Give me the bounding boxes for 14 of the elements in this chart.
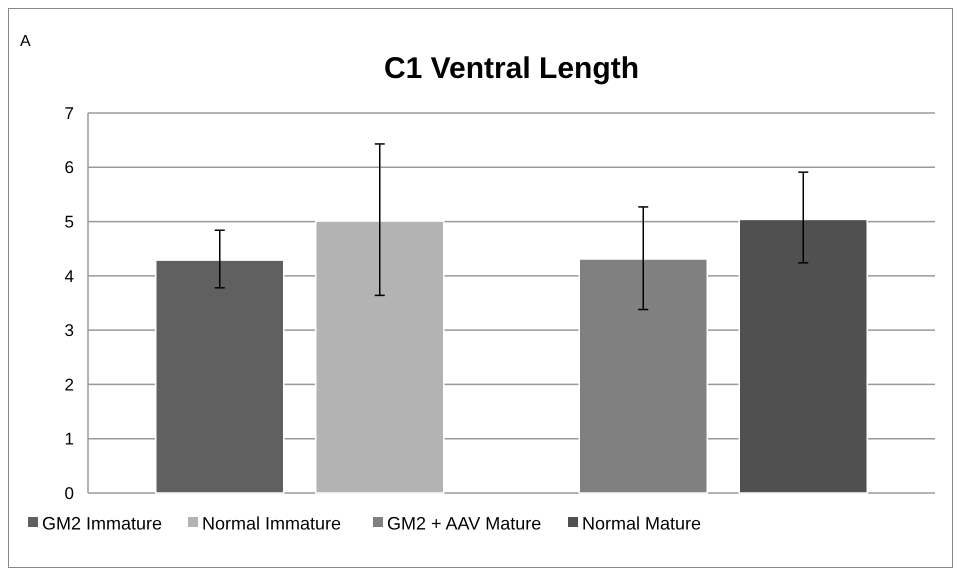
y-tick-label: 2 (64, 375, 74, 394)
y-tick-label: 6 (64, 158, 74, 178)
legend-label: GM2 Immature (42, 513, 162, 534)
y-tick-label: 0 (64, 484, 74, 503)
y-tick-label: 7 (64, 104, 74, 123)
legend-label: GM2 + AAV Mature (387, 513, 542, 534)
y-tick-label: 4 (64, 266, 74, 286)
y-tick-label: 3 (64, 321, 74, 340)
text: A (20, 33, 31, 50)
legend-label: Normal Immature (202, 513, 342, 534)
y-tick-label: 1 (64, 430, 74, 449)
chart-title: C1 Ventral Length (384, 52, 640, 85)
legend-label: Normal Mature (582, 513, 702, 534)
y-tick-label: 5 (64, 212, 74, 232)
